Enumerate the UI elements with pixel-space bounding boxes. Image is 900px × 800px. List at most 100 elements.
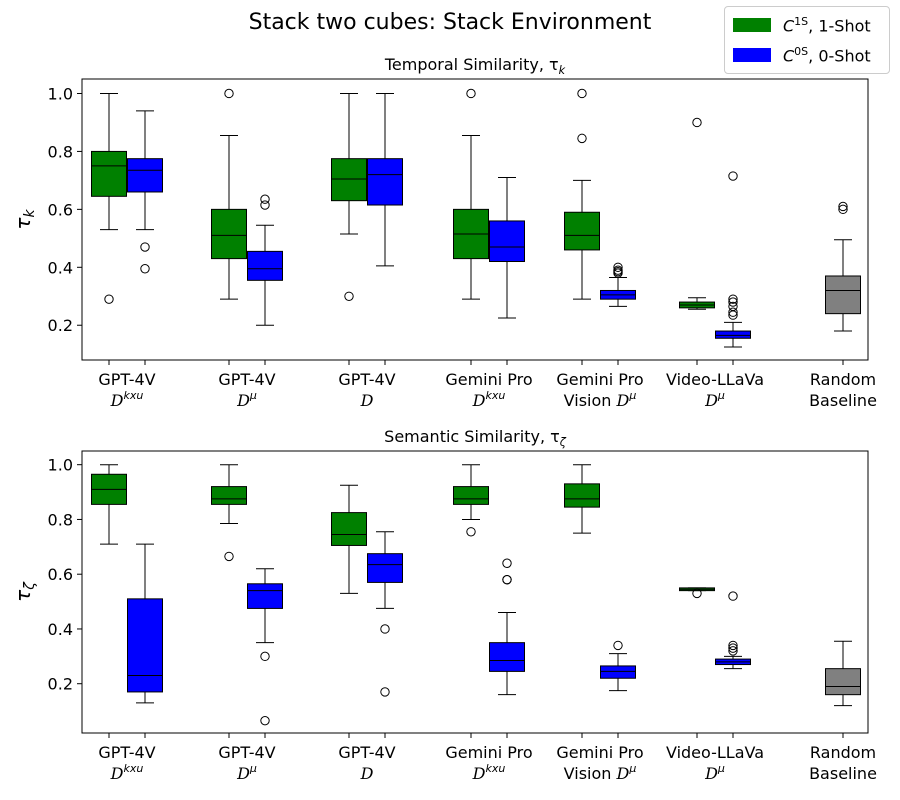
x-tick-label-line2: Dμ (236, 762, 257, 783)
outlier-point (728, 307, 738, 317)
x-tick-label-sup: kxu (485, 762, 505, 775)
subplot-title-sub: ζ (559, 436, 567, 449)
box-iqr (367, 553, 403, 583)
x-tick-label-line1: Video-LLaVa (666, 370, 764, 389)
x-tick-label-symbol: D (236, 764, 250, 783)
box-iqr (247, 250, 283, 281)
x-tick-label-sup: kxu (485, 389, 505, 402)
x-tick-label-line1: GPT-4V (338, 743, 395, 762)
x-tick-label-line2: Vision Dμ (564, 762, 637, 783)
box-iqr (367, 158, 403, 206)
box-iqr (331, 512, 367, 546)
outlier-point (224, 551, 234, 562)
x-tick-label-symbol: D (360, 391, 374, 410)
legend-label-zero-shot: C0S, 0-Shot (783, 44, 871, 66)
box-1-shot-group-2 (211, 464, 247, 562)
x-tick-label-text: Vision (564, 391, 617, 410)
outlier-point (692, 588, 702, 599)
x-tick-label-sup: μ (628, 762, 636, 775)
y-tick-label: 0.8 (48, 142, 73, 161)
outlier-point (577, 133, 587, 144)
box-iqr (211, 208, 247, 260)
outlier-point (260, 194, 270, 204)
subplot-1: Temporal Similarity, τkτk0.20.40.60.81.0… (11, 55, 877, 410)
box-iqr (489, 220, 525, 263)
x-tick-label-symbol: D (110, 764, 124, 783)
box-0-shot-group-2 (247, 194, 283, 326)
outlier-point (502, 574, 512, 585)
box-0-shot-group-6 (715, 171, 751, 348)
subplot-title: Temporal Similarity, τk (384, 55, 566, 77)
box-iqr (715, 330, 751, 339)
box-iqr (564, 211, 600, 251)
legend: C1S, 1-Shot C0S, 0-Shot (724, 6, 890, 74)
box-0-shot-group-5 (600, 262, 636, 307)
outlier-point (838, 201, 848, 212)
x-tick-label-line1: Gemini Pro (445, 743, 532, 762)
box-1-shot-group-4 (453, 88, 489, 300)
x-tick-label-line1: GPT-4V (98, 370, 155, 389)
outlier-point (613, 265, 623, 275)
box-0-shot-group-5 (600, 640, 636, 692)
box-iqr (127, 598, 163, 693)
box-0-shot-group-6 (715, 591, 751, 670)
x-tick-label-line1: GPT-4V (98, 743, 155, 762)
x-tick-label-line2: Dkxu (110, 762, 144, 783)
y-tick-label: 0.2 (48, 675, 73, 694)
outlier-point (260, 651, 270, 662)
outlier-point (728, 640, 738, 651)
x-tick-label-symbol: D (704, 391, 718, 410)
x-tick-label-symbol: D (236, 391, 250, 410)
outlier-point (577, 88, 587, 99)
x-tick-label-line2: Vision Dμ (564, 389, 637, 410)
box-iqr (247, 583, 283, 609)
outlier-point (140, 242, 150, 252)
y-tick-label: 0.2 (48, 316, 73, 335)
y-axis-label-sub: k (22, 209, 38, 218)
figure-title: Stack two cubes: Stack Environment (248, 10, 652, 35)
x-tick-label-symbol: D (616, 764, 630, 783)
x-tick-label-symbol: D (472, 391, 486, 410)
box-baseline-group-7 (825, 640, 861, 707)
x-tick-label-symbol: D (360, 764, 374, 783)
x-tick-label-line1: GPT-4V (338, 370, 395, 389)
x-tick-label-symbol: D (704, 764, 718, 783)
x-tick-label-line1: Random (810, 370, 876, 389)
subplot-title-main: Semantic Similarity, τ (384, 427, 560, 446)
box-0-shot-group-1 (127, 543, 163, 704)
x-tick-label-line1: Gemini Pro (556, 370, 643, 389)
axes-frame (81, 78, 869, 361)
x-tick-label-line2: Dμ (704, 762, 725, 783)
x-tick-label-sup: μ (249, 762, 257, 775)
box-iqr (91, 150, 127, 197)
outlier-point (613, 640, 623, 651)
x-tick-label-sup: μ (249, 389, 257, 402)
x-tick-label-sup: μ (628, 389, 636, 402)
x-tick-label-line1: Gemini Pro (556, 743, 643, 762)
box-0-shot-group-1 (127, 110, 163, 274)
box-1-shot-group-3 (331, 484, 367, 594)
box-1-shot-group-3 (331, 92, 367, 301)
box-0-shot-group-3 (367, 531, 403, 697)
y-tick-label: 1.0 (48, 456, 73, 475)
box-iqr (453, 486, 489, 505)
y-tick-label: 0.8 (48, 510, 73, 529)
outlier-point (728, 297, 738, 307)
legend-swatch-zero-shot (733, 48, 771, 62)
box-1-shot-group-4 (453, 464, 489, 537)
outlier-point (728, 643, 738, 653)
legend-item-zero-shot: C0S, 0-Shot (733, 43, 871, 67)
box-1-shot-group-5 (564, 88, 600, 300)
legend-label-one-shot: C1S, 1-Shot (783, 14, 871, 36)
outlier-point (466, 88, 476, 99)
outlier-point (502, 558, 512, 568)
axes-frame (81, 450, 869, 734)
x-tick-label-sup: μ (717, 389, 725, 402)
y-axis-label-sub: ζ (22, 581, 38, 591)
outlier-point (260, 200, 270, 210)
x-tick-label-line2: D (360, 764, 374, 783)
x-tick-label-sup: μ (717, 762, 725, 775)
outlier-point (728, 646, 738, 656)
y-tick-label: 1.0 (48, 84, 73, 103)
